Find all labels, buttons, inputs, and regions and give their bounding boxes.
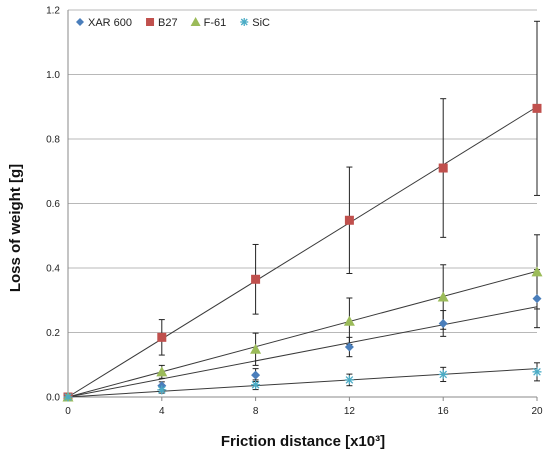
data-point-sic [157,385,167,395]
y-tick-label: 0.0 [46,393,60,404]
legend-item-b27: B27 [146,17,178,29]
legend: XAR 600 B27 F-61 SiC [76,17,270,29]
y-tick-label: 1.0 [46,70,60,81]
data-point-f-61 [531,266,543,277]
x-tick-labels: 0 4 8 12 16 20 [65,406,543,417]
trendline-f-61 [67,270,538,398]
data-point-sic [344,375,354,385]
data-points [62,103,543,402]
data-point-f-61 [156,366,168,377]
data-point-b27 [251,274,261,284]
legend-label-sic: SiC [252,17,270,29]
x-tick-label: 0 [65,406,71,417]
data-point-b27 [438,163,448,173]
x-axis-title: Friction distance [x10³] [221,433,385,450]
gridlines [68,9,537,333]
y-tick-label: 0.8 [46,135,60,146]
x-tick-label: 4 [159,406,165,417]
data-point-f-61 [343,315,355,326]
x-tick-label: 20 [531,406,543,417]
y-tick-label: 0.4 [46,264,60,275]
legend-marker-sic [240,18,249,26]
data-point-xar-600 [532,294,542,304]
legend-marker-xar-600 [76,18,84,26]
legend-item-f-61: F-61 [190,17,227,29]
data-point-xar-600 [438,318,448,328]
legend-item-sic: SiC [240,17,270,29]
y-tick-label: 0.2 [46,328,60,339]
y-tick-label: 1.2 [46,6,60,17]
y-tick-label: 0.6 [46,199,60,210]
trendlines [67,106,538,398]
data-point-xar-600 [344,342,354,352]
y-axis-title: Loss of weight [g] [7,164,24,292]
legend-label-f-61: F-61 [204,17,227,29]
trendline-sic [67,368,538,398]
y-tick-labels: 0.0 0.2 0.4 0.6 0.8 1.0 1.2 [46,6,60,404]
data-point-f-61 [250,343,262,354]
data-point-xar-600 [251,370,261,380]
data-point-b27 [157,332,167,342]
axes [67,10,538,401]
data-point-sic [532,367,542,377]
data-point-b27 [344,215,354,225]
data-point-b27 [532,103,542,113]
legend-marker-b27 [146,18,155,26]
data-point-sic [438,369,448,379]
data-point-sic [63,392,73,402]
legend-item-xar-600: XAR 600 [76,17,132,29]
x-tick-label: 16 [438,406,450,417]
legend-label-b27: B27 [158,17,178,29]
trendline-b27 [67,106,538,398]
x-tick-label: 12 [344,406,356,417]
trendline-xar-600 [67,306,538,398]
x-tick-label: 8 [253,406,259,417]
legend-label-xar-600: XAR 600 [88,17,132,29]
data-point-sic [251,380,261,390]
data-point-f-61 [437,291,449,302]
error-bars [65,20,540,398]
legend-marker-f-61 [190,17,201,26]
